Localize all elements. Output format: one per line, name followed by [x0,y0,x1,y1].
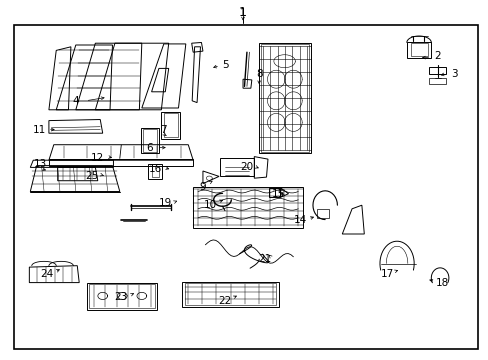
Text: 13: 13 [33,159,47,169]
Text: 12: 12 [91,153,104,163]
Text: 9: 9 [199,182,206,192]
Text: 7: 7 [160,125,167,135]
Text: 2: 2 [433,51,440,61]
Text: 1: 1 [239,8,246,18]
Text: 23: 23 [114,292,128,302]
Text: 21: 21 [258,254,271,264]
Text: 8: 8 [255,69,262,79]
Text: 10: 10 [203,200,216,210]
Text: 19: 19 [158,198,172,208]
Text: 20: 20 [240,162,253,172]
Text: 5: 5 [222,60,229,70]
Text: 17: 17 [380,269,393,279]
Text: 18: 18 [435,278,448,288]
Text: 24: 24 [40,269,54,279]
Text: 1: 1 [239,6,246,19]
Text: 16: 16 [148,164,162,174]
Text: 3: 3 [450,69,457,79]
Text: 22: 22 [218,296,231,306]
Text: 25: 25 [85,171,99,181]
Text: 4: 4 [72,96,79,106]
Text: 15: 15 [271,189,285,199]
Text: 6: 6 [145,143,152,153]
Text: 11: 11 [32,125,46,135]
Text: 14: 14 [293,215,307,225]
